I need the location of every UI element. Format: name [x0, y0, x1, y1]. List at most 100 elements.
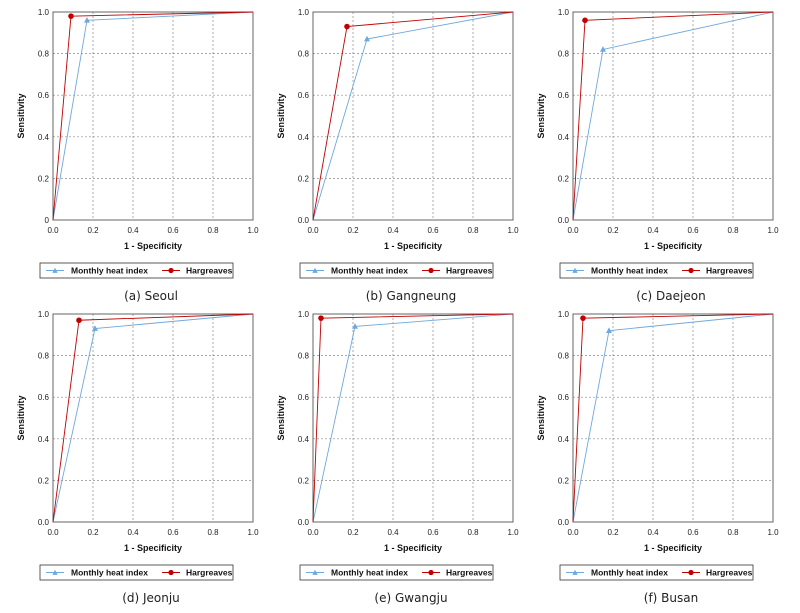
x-tick-label: 0.6 [687, 226, 699, 235]
series-line-monthly-heat-index [572, 11, 774, 221]
y-tick-label: 0.8 [298, 352, 310, 361]
x-tick-label: 0.4 [647, 226, 659, 235]
x-tick-label: 0.4 [127, 528, 139, 537]
y-tick-label: 0.6 [38, 393, 50, 402]
x-tick-label: 1.0 [767, 226, 779, 235]
legend-label-hargreaves: Hargreaves [706, 568, 753, 578]
x-tick-label: 0.2 [607, 226, 619, 235]
y-tick-label: 0.8 [558, 50, 570, 59]
legend-marker-monthly-heat-index [572, 267, 578, 273]
data-point-hargreaves [580, 315, 586, 321]
x-tick-label: 0.2 [347, 528, 359, 537]
x-tick-label: 0.2 [87, 528, 99, 537]
y-tick-label: 1.0 [558, 8, 570, 17]
series-line-monthly-heat-index [312, 313, 514, 523]
legend-label-hargreaves: Hargreaves [446, 266, 493, 276]
x-tick-label: 0.8 [207, 226, 219, 235]
x-tick-label: 0.0 [567, 226, 579, 235]
y-axis-title: Sensitivity [16, 395, 26, 440]
y-tick-label: 0.8 [38, 50, 50, 59]
y-axis-title: Sensitivity [276, 395, 286, 440]
panel-caption: (c) Daejeon [636, 289, 705, 303]
x-tick-label: 0.0 [47, 528, 59, 537]
panel-caption: (a) Seoul [124, 289, 178, 303]
y-tick-label: 0.2 [298, 476, 310, 485]
x-axis-title: 1 - Specificity [644, 241, 702, 251]
y-tick-label: 0.0 [558, 518, 570, 527]
panel-caption: (d) Jeonju [122, 591, 180, 605]
legend-marker-hargreaves [168, 569, 174, 576]
legend-marker-monthly-heat-index [52, 569, 58, 575]
x-tick-label: 0.6 [687, 528, 699, 537]
y-tick-label: 1.0 [298, 310, 310, 319]
y-tick-label: 0.8 [298, 50, 310, 59]
roc-panel-3: 0.0 0.2 0.4 0.6 0.8 1.0 0.0 0.2 0.4 0.6 0.8 1.0 1 - … [16, 310, 259, 605]
y-tick-label: 0.0 [298, 518, 310, 527]
y-tick-label: 0.4 [558, 435, 570, 444]
y-tick-label: 0.4 [38, 133, 50, 142]
y-tick-label: 1.0 [558, 310, 570, 319]
x-tick-label: 0.0 [307, 226, 319, 235]
panel-caption: (b) Gangneung [366, 289, 457, 303]
data-point-monthly-heat-index [364, 35, 370, 42]
legend: Monthly heat index Hargreaves [39, 262, 234, 279]
plot-frame [312, 11, 514, 221]
y-tick-label: 0.6 [38, 91, 50, 100]
y-tick-label: 1.0 [38, 8, 50, 17]
plot-frame [52, 313, 254, 523]
legend: Monthly heat index Hargreaves [559, 564, 754, 581]
y-tick-label: 0.0 [38, 518, 50, 527]
y-tick-label: 0.8 [558, 352, 570, 361]
data-point-monthly-heat-index [606, 327, 612, 333]
x-tick-label: 0.4 [387, 528, 399, 537]
legend: Monthly heat index Hargreaves [559, 262, 754, 279]
legend-marker-monthly-heat-index [312, 267, 318, 273]
x-tick-label: 1.0 [247, 226, 259, 235]
data-point-hargreaves [68, 13, 74, 19]
y-tick-label: 0.6 [298, 91, 310, 100]
legend-label-monthly-heat-index: Monthly heat index [71, 568, 148, 578]
legend-label-hargreaves: Hargreaves [446, 568, 493, 578]
legend-marker-monthly-heat-index [52, 267, 58, 273]
x-tick-label: 0.6 [167, 226, 179, 235]
data-point-monthly-heat-index [600, 46, 606, 52]
series-line-hargreaves [52, 313, 254, 523]
y-tick-label: 0.4 [38, 435, 50, 444]
roc-panel-1: 0.0 0.2 0.4 0.6 0.8 1.0 0.0 0.2 0.4 0.6 0.8 1.0 1 - … [276, 8, 519, 303]
legend-marker-hargreaves [688, 267, 694, 274]
x-tick-label: 0.0 [47, 226, 59, 235]
x-axis-title: 1 - Specificity [124, 543, 182, 553]
series-line-hargreaves [572, 313, 774, 523]
plot-frame [572, 313, 774, 523]
y-tick-label: 0.8 [38, 352, 50, 361]
panel-caption: (f) Busan [644, 591, 698, 605]
plot-frame [52, 11, 254, 221]
x-tick-label: 0.4 [127, 226, 139, 235]
x-axis-title: 1 - Specificity [124, 241, 182, 251]
y-tick-label: 0.6 [558, 91, 570, 100]
roc-panel-2: 0.0 0.2 0.4 0.6 0.8 1.0 0.0 0.2 0.4 0.6 0.8 1.0 1 - … [536, 8, 779, 303]
series-line-hargreaves [312, 11, 514, 221]
y-tick-label: 1.0 [38, 310, 50, 319]
series-line-monthly-heat-index [312, 11, 514, 221]
legend-marker-hargreaves [688, 569, 694, 576]
x-tick-label: 0.6 [167, 528, 179, 537]
y-axis-title: Sensitivity [536, 93, 546, 138]
legend-label-monthly-heat-index: Monthly heat index [71, 266, 148, 276]
y-tick-label: 0.6 [298, 393, 310, 402]
legend-box [559, 564, 754, 581]
y-tick-label: 0.2 [558, 476, 570, 485]
series-line-monthly-heat-index [52, 313, 254, 523]
y-tick-label: 0.2 [558, 174, 570, 183]
x-tick-label: 0.6 [427, 528, 439, 537]
legend-marker-monthly-heat-index [572, 569, 578, 575]
legend-box [39, 262, 234, 279]
x-tick-label: 0.4 [387, 226, 399, 235]
legend-label-hargreaves: Hargreaves [186, 266, 233, 276]
legend-box [299, 262, 494, 279]
legend-marker-hargreaves [168, 267, 174, 274]
y-axis-title: Sensitivity [16, 93, 26, 138]
x-tick-label: 0.0 [307, 528, 319, 537]
legend-marker-monthly-heat-index [312, 569, 318, 575]
